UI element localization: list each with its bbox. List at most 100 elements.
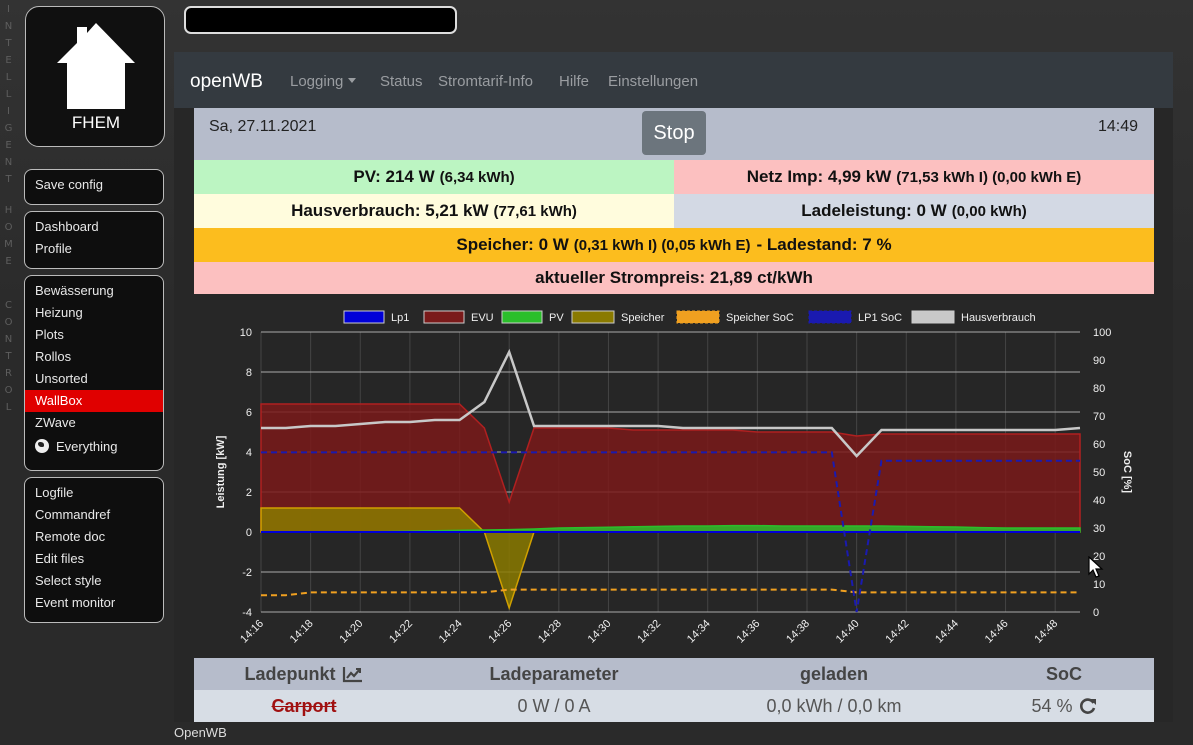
netz-value: Netz Imp: 4,99 kW — [746, 167, 892, 186]
menu-item-dashboard[interactable]: Dashboard — [35, 219, 99, 234]
pv-energy: (6,34 kWh) — [439, 168, 515, 186]
menu-item-zwave[interactable]: ZWave — [35, 415, 76, 430]
y2-tick-label: 10 — [1093, 579, 1105, 591]
date-label: Sa, 27.11.2021 — [209, 118, 317, 135]
stop-button[interactable]: Stop — [642, 111, 706, 155]
nav-status[interactable]: Status — [380, 73, 423, 90]
x-tick-label: 14:38 — [784, 618, 812, 646]
nav-logging[interactable]: Logging — [290, 73, 357, 90]
menu-item-bewaesserung[interactable]: Bewässerung — [35, 283, 114, 298]
y-tick-label: 2 — [246, 487, 252, 499]
banner-text-middle: HOME — [3, 205, 14, 273]
menu-item-commandref[interactable]: Commandref — [35, 507, 111, 522]
menu-item-plots[interactable]: Plots — [35, 327, 64, 342]
haus-energy: (77,61 kWh) — [493, 202, 577, 220]
ladepunkt-name[interactable]: Carport — [271, 695, 337, 716]
y-tick-label: -4 — [242, 607, 252, 619]
logo-label: FHEM — [71, 113, 121, 132]
speicher-cell: Speicher: 0 W (0,31 kWh I) (0,05 kWh E) - … — [194, 228, 1154, 262]
menu-item-save-config[interactable]: Save config — [35, 177, 103, 192]
y-tick-label: 4 — [246, 447, 252, 459]
menu-item-wallbox[interactable]: WallBox — [25, 390, 163, 412]
status-header: Sa, 27.11.2021 Stop 14:49 — [194, 108, 1154, 160]
menu-item-remote-doc[interactable]: Remote doc — [35, 529, 106, 544]
menu-item-everything[interactable]: Everything — [25, 434, 163, 460]
refresh-icon[interactable] — [1079, 697, 1097, 715]
chart-line-icon[interactable] — [342, 665, 364, 683]
navbar-brand[interactable]: openWB — [190, 71, 263, 92]
stats-row-2: Hausverbrauch: 5,21 kW (77,61 kWh) Ladele… — [194, 194, 1154, 228]
haus-value: Hausverbrauch: 5,21 kW — [291, 201, 489, 220]
menu-block-config: Save config — [24, 169, 164, 205]
table-header: Ladepunkt Ladeparameter geladen SoC — [194, 658, 1154, 690]
x-tick-label: 14:34 — [685, 618, 713, 646]
y2-tick-label: 90 — [1093, 355, 1105, 367]
x-tick-label: 14:22 — [387, 618, 415, 646]
y2-tick-label: 0 — [1093, 607, 1099, 619]
nav-logging-label: Logging — [290, 73, 344, 90]
menu-block-tools: Logfile Commandref Remote doc Edit files… — [24, 477, 164, 623]
lade-energy: (0,00 kWh) — [951, 202, 1027, 220]
legend-label: Speicher — [621, 312, 665, 324]
legend-swatch — [423, 310, 465, 324]
menu-item-unsorted[interactable]: Unsorted — [35, 371, 88, 386]
menu-item-heizung[interactable]: Heizung — [35, 305, 83, 320]
caret-down-icon — [348, 78, 357, 83]
speicher-energy: (0,31 kWh I) (0,05 kWh E) — [573, 236, 751, 254]
stats-row-1: PV: 214 W (6,34 kWh) Netz Imp: 4,99 kW (71… — [194, 160, 1154, 194]
y2-tick-label: 70 — [1093, 411, 1105, 423]
menu-item-logfile[interactable]: Logfile — [35, 485, 74, 500]
y2-tick-label: 80 — [1093, 383, 1105, 395]
y-axis-label: Leistung [kW] — [215, 435, 227, 508]
y2-tick-label: 30 — [1093, 523, 1105, 535]
x-tick-label: 14:26 — [486, 618, 514, 646]
legend-label: Lp1 — [391, 312, 409, 324]
y-tick-label: 10 — [240, 327, 252, 339]
nav-hilfe[interactable]: Hilfe — [559, 73, 590, 90]
menu-block-devices: Bewässerung Heizung Plots Rollos Unsorte… — [24, 275, 164, 471]
y2-tick-label: 40 — [1093, 495, 1105, 507]
legend-label: EVU — [471, 312, 494, 324]
menu-item-event-monitor[interactable]: Event monitor — [35, 595, 116, 610]
legend-swatch — [676, 310, 720, 324]
lade-value: Ladeleistung: 0 W — [801, 201, 947, 220]
x-tick-label: 14:30 — [586, 618, 614, 646]
menu-item-rollos[interactable]: Rollos — [35, 349, 72, 364]
nav-einstellungen[interactable]: Einstellungen — [608, 73, 699, 90]
legend-swatch — [911, 310, 955, 324]
ladeparameter-value: 0 W / 0 A — [517, 695, 591, 716]
soc-value: 54 % — [1031, 695, 1073, 716]
fhem-logo[interactable]: FHEM — [25, 6, 165, 147]
pv-cell: PV: 214 W (6,34 kWh) — [194, 160, 674, 194]
series-speicher-soc — [261, 588, 1080, 597]
x-tick-label: 14:46 — [983, 618, 1011, 646]
banner-text-bottom: CONTROL — [3, 300, 14, 419]
series-hausverbrauch — [261, 348, 1081, 458]
navbar: openWB Logging Status Stromtarif-Info Hi… — [174, 52, 1173, 108]
table-row: Carport 0 W / 0 A 0,0 kWh / 0,0 km 54 % — [194, 690, 1154, 722]
x-tick-label: 14:36 — [735, 618, 763, 646]
th-soc: SoC — [1046, 663, 1082, 684]
menu-item-profile[interactable]: Profile — [35, 241, 72, 256]
menu-item-select-style[interactable]: Select style — [35, 573, 102, 588]
y2-tick-label: 50 — [1093, 467, 1105, 479]
netz-energy: (71,53 kWh I) (0,00 kWh E) — [896, 168, 1082, 186]
power-chart: -4 -2 0 2 4 6 8 10 0 10 20 30 40 50 60 70 80 90 100 14:16 14… — [194, 302, 1154, 657]
search-input[interactable] — [184, 6, 457, 34]
legend-swatch — [571, 310, 615, 324]
house-icon — [57, 23, 135, 109]
y-tick-label: -2 — [242, 567, 252, 579]
y2-axis-label: SoC [%] — [1121, 451, 1133, 494]
legend-label: PV — [549, 312, 564, 324]
menu-item-everything-label: Everything — [56, 439, 118, 454]
nav-stromtarif-info[interactable]: Stromtarif-Info — [438, 73, 534, 90]
globe-icon — [35, 439, 49, 453]
pv-value: PV: 214 W — [353, 167, 435, 186]
x-tick-label: 14:16 — [238, 618, 266, 646]
x-tick-label: 14:24 — [437, 618, 465, 646]
time-label: 14:49 — [1097, 118, 1138, 135]
x-tick-label: 14:48 — [1032, 618, 1060, 646]
haus-cell: Hausverbrauch: 5,21 kW (77,61 kWh) — [194, 194, 674, 228]
menu-item-edit-files[interactable]: Edit files — [35, 551, 85, 566]
